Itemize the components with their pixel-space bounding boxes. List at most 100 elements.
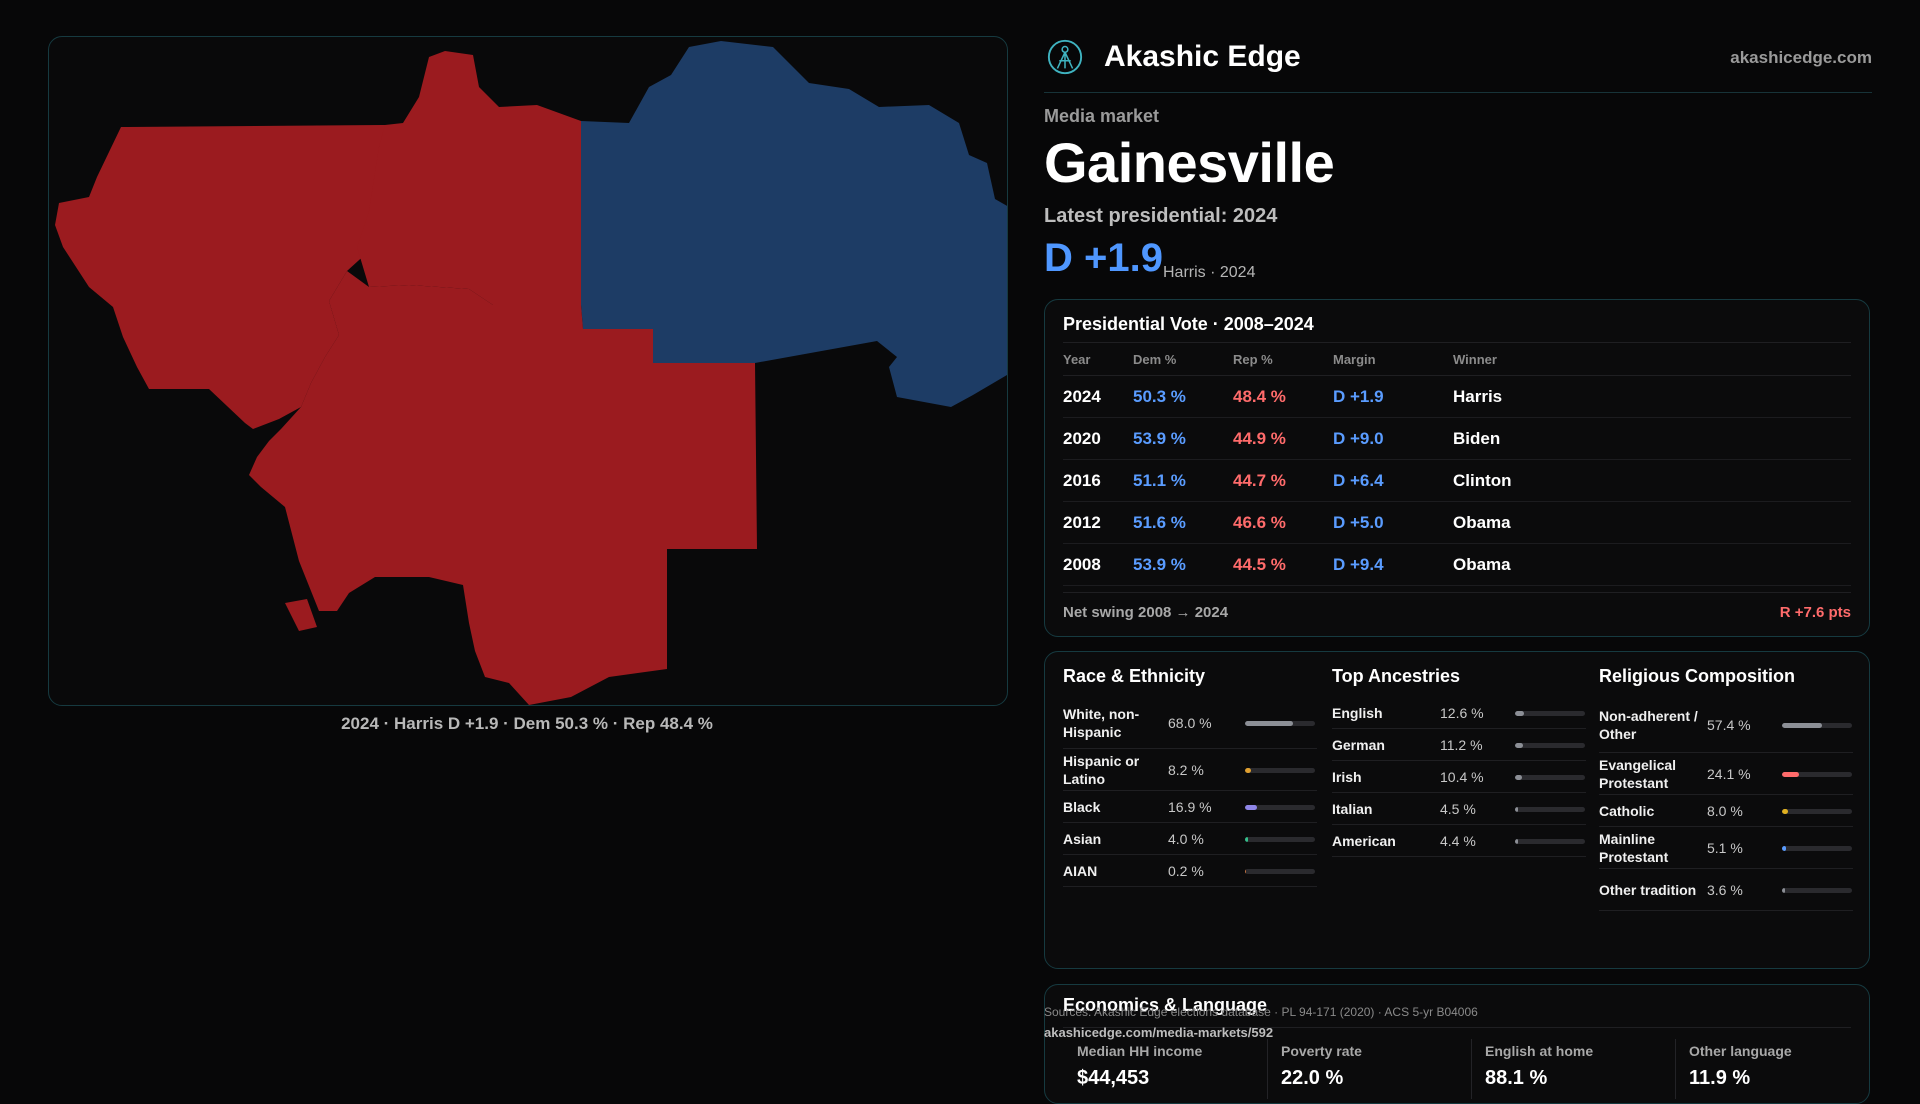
religion-bar-fill xyxy=(1782,845,1786,851)
religion-label: Mainline Protestant xyxy=(1599,830,1669,865)
table-row: 2016 51.1 % 44.7 % D +6.4 Clinton xyxy=(1063,459,1851,502)
ancestry-label: Irish xyxy=(1332,768,1362,785)
religion-section: Religious Composition Non-adherent / Oth… xyxy=(1599,666,1853,911)
col-rep-header: Rep % xyxy=(1233,342,1333,376)
economics-title: Economics & Language xyxy=(1063,995,1268,1015)
religion-value: 5.1 % xyxy=(1707,839,1743,856)
stat-value: $44,453 xyxy=(1077,1067,1150,1089)
cell-rep: 48.4 % xyxy=(1233,375,1333,418)
presidential-vote-card: Presidential Vote · 2008–2024 Year Dem %… xyxy=(1044,299,1870,637)
col-year-header: Year xyxy=(1063,342,1133,376)
ancestry-title: Top Ancestries xyxy=(1332,666,1461,686)
religion-bar xyxy=(1782,845,1852,851)
stat-value: 11.9 % xyxy=(1689,1067,1751,1089)
table-row: 2008 53.9 % 44.5 % D +9.4 Obama xyxy=(1063,543,1851,586)
religion-label: Evangelical Protestant xyxy=(1599,756,1677,791)
ancestry-label: Italian xyxy=(1332,800,1373,817)
net-swing-row: Net swing 2008 → 2024 R +7.6 pts xyxy=(1063,592,1851,629)
ancestry-row: German 11.2 % xyxy=(1332,729,1586,761)
stat-label: Other language xyxy=(1689,1043,1792,1059)
ancestry-bar-fill xyxy=(1515,838,1519,844)
race-bar-fill xyxy=(1245,868,1247,874)
ancestry-row: Italian 4.5 % xyxy=(1332,793,1586,825)
economics-card: Economics & Language Median HH income $4… xyxy=(1044,984,1870,1104)
demographics-card: Race & Ethnicity White, non-Hispanic 68.0… xyxy=(1044,651,1870,969)
race-label: Asian xyxy=(1063,830,1102,847)
religion-value: 8.0 % xyxy=(1707,802,1743,819)
cell-winner: Biden xyxy=(1453,417,1851,460)
race-ethnicity-section: Race & Ethnicity White, non-Hispanic 68.0… xyxy=(1063,666,1317,887)
divider xyxy=(1675,1039,1676,1099)
religion-bar xyxy=(1782,771,1852,777)
ancestry-bar-fill xyxy=(1515,806,1519,812)
ancestry-bar-fill xyxy=(1515,774,1523,780)
cell-winner: Harris xyxy=(1453,375,1851,418)
table-row: 2012 51.6 % 46.6 % D +5.0 Obama xyxy=(1063,501,1851,544)
religion-row: Non-adherent / Other 57.4 % xyxy=(1599,697,1853,753)
ancestry-label: German xyxy=(1332,736,1385,753)
ancestry-bar xyxy=(1515,742,1585,748)
latest-presidential-label: Latest presidential: 2024 xyxy=(1044,205,1278,227)
race-bar-fill xyxy=(1245,804,1257,810)
religion-row: Evangelical Protestant 24.1 % xyxy=(1599,753,1853,795)
stat-label: Median HH income xyxy=(1077,1043,1203,1059)
permalink[interactable]: akashicedge.com/media-markets/592 xyxy=(1044,1025,1274,1040)
stat-median-income: Median HH income $44,453 xyxy=(1077,1043,1277,1090)
county-map[interactable] xyxy=(49,37,1007,705)
brand-url-link[interactable]: akashicedge.com xyxy=(1730,48,1872,67)
race-bar xyxy=(1245,868,1315,874)
race-value: 8.2 % xyxy=(1168,761,1204,778)
stat-other-language: Other language 11.9 % xyxy=(1689,1043,1889,1090)
race-bar xyxy=(1245,836,1315,842)
race-bar xyxy=(1245,720,1315,726)
cell-winner: Obama xyxy=(1453,501,1851,544)
religion-bar xyxy=(1782,722,1852,728)
cell-rep: 44.7 % xyxy=(1233,459,1333,502)
market-map[interactable] xyxy=(48,36,1008,706)
religion-label: Other tradition xyxy=(1599,881,1697,898)
county-south-rep[interactable] xyxy=(249,271,757,705)
latest-margin-winner: Harris · 2024 xyxy=(1163,264,1256,281)
cell-rep: 44.5 % xyxy=(1233,543,1333,586)
county-east-dem[interactable] xyxy=(581,41,1007,407)
table-row: 2020 53.9 % 44.9 % D +9.0 Biden xyxy=(1063,417,1851,460)
stat-poverty-rate: Poverty rate 22.0 % xyxy=(1281,1043,1481,1090)
ancestry-row: American 4.4 % xyxy=(1332,825,1586,857)
county-west-rep[interactable] xyxy=(55,125,389,429)
religion-bar xyxy=(1782,887,1852,893)
cell-year: 2008 xyxy=(1063,543,1133,586)
religion-row: Mainline Protestant 5.1 % xyxy=(1599,827,1853,869)
cell-dem: 53.9 % xyxy=(1133,543,1233,586)
race-value: 0.2 % xyxy=(1168,862,1204,879)
race-label: Hispanic or Latino xyxy=(1063,752,1140,787)
cell-year: 2020 xyxy=(1063,417,1133,460)
net-swing-value: R +7.6 pts xyxy=(1779,604,1851,621)
ancestry-value: 4.5 % xyxy=(1440,800,1476,817)
county-north-rep[interactable] xyxy=(357,51,581,305)
latest-margin: D +1.9 xyxy=(1044,236,1163,280)
cell-margin: D +5.0 xyxy=(1333,501,1453,544)
race-row: Hispanic or Latino 8.2 % xyxy=(1063,749,1317,791)
race-row: AIAN 0.2 % xyxy=(1063,855,1317,887)
race-bar xyxy=(1245,767,1315,773)
cell-winner: Clinton xyxy=(1453,459,1851,502)
race-row: White, non-Hispanic 68.0 % xyxy=(1063,697,1317,749)
map-caption: 2024 · Harris D +1.9 · Dem 50.3 % · Rep … xyxy=(341,714,713,733)
stat-value: 88.1 % xyxy=(1485,1067,1548,1089)
col-dem-header: Dem % xyxy=(1133,342,1233,376)
cell-rep: 44.9 % xyxy=(1233,417,1333,460)
race-bar-fill xyxy=(1245,836,1248,842)
brand-name[interactable]: Akashic Edge xyxy=(1104,40,1301,73)
religion-title: Religious Composition xyxy=(1599,666,1795,686)
detail-panel: Akashic Edge akashicedge.com Media marke… xyxy=(1044,0,1872,1104)
page-title: Gainesville xyxy=(1044,131,1335,194)
market-kicker: Media market xyxy=(1044,106,1160,126)
race-label: White, non-Hispanic xyxy=(1063,705,1140,740)
cell-year: 2016 xyxy=(1063,459,1133,502)
akashic-logo-icon[interactable] xyxy=(1046,38,1084,76)
ancestry-bar xyxy=(1515,774,1585,780)
cell-winner: Obama xyxy=(1453,543,1851,586)
ancestry-label: American xyxy=(1332,832,1396,849)
religion-bar xyxy=(1782,808,1852,814)
religion-row: Other tradition 3.6 % xyxy=(1599,869,1853,911)
